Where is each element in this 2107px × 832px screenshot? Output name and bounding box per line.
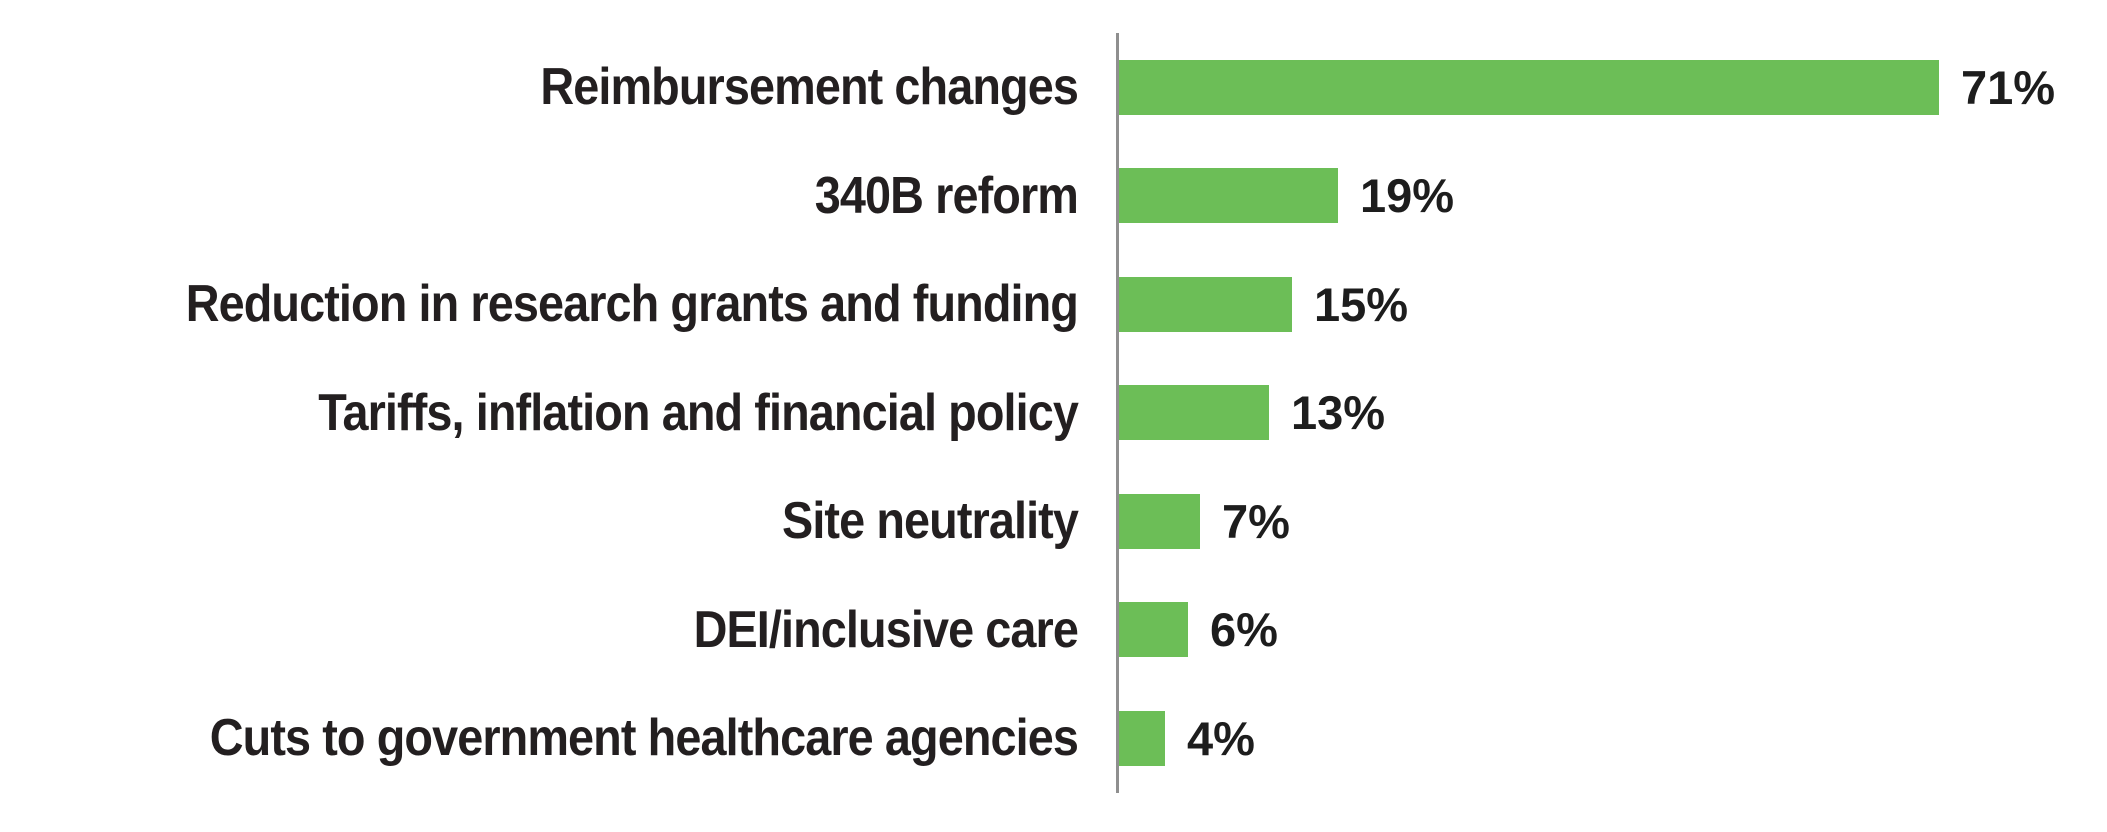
- chart-row: Site neutrality 7%: [0, 467, 2107, 576]
- chart-row: DEI/inclusive care 6%: [0, 576, 2107, 685]
- chart-row: 340B reform 19%: [0, 142, 2107, 251]
- category-label: DEI/inclusive care: [693, 600, 1079, 659]
- value-label: 15%: [1314, 277, 1409, 331]
- chart-row: Reduction in research grants and funding…: [0, 250, 2107, 359]
- value-label: 7%: [1222, 494, 1290, 548]
- bar: [1119, 493, 1200, 549]
- category-label: Site neutrality: [782, 492, 1079, 551]
- bar: [1119, 602, 1188, 657]
- chart-plot-area: Reimbursement changes 71% 340B reform 19% Re…: [0, 33, 2107, 793]
- bar: [1119, 710, 1165, 766]
- chart-row: Cuts to government healthcare agencies 4%: [0, 684, 2107, 793]
- bar: [1119, 168, 1338, 223]
- bar: [1119, 59, 1939, 115]
- value-label: 71%: [1961, 60, 2056, 114]
- category-label: Reduction in research grants and funding: [185, 275, 1079, 334]
- chart-row: Reimbursement changes 71%: [0, 33, 2107, 142]
- y-axis-line: [1116, 33, 1119, 793]
- category-label: Cuts to government healthcare agencies: [209, 709, 1079, 768]
- category-label: Reimbursement changes: [540, 58, 1079, 117]
- chart-row: Tariffs, inflation and financial policy 1…: [0, 359, 2107, 468]
- bar: [1119, 276, 1292, 332]
- category-label: Tariffs, inflation and financial policy: [318, 383, 1079, 442]
- value-label: 13%: [1291, 386, 1386, 440]
- value-label: 4%: [1187, 711, 1255, 765]
- bar: [1119, 385, 1269, 440]
- value-label: 19%: [1360, 169, 1455, 223]
- value-label: 6%: [1210, 603, 1278, 657]
- category-label: 340B reform: [814, 166, 1079, 225]
